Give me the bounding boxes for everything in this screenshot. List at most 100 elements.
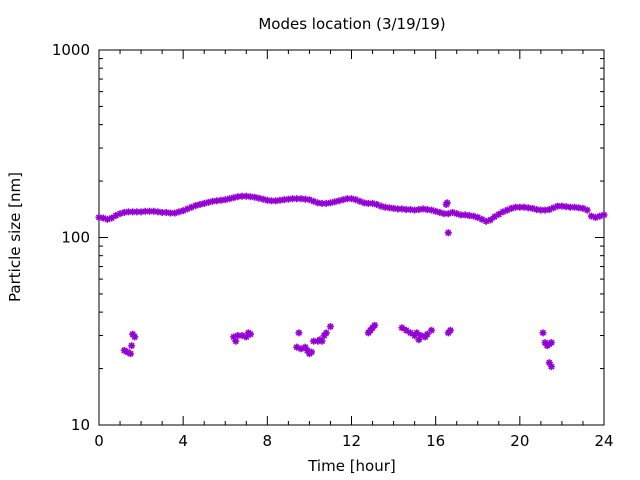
data-point-stroke	[209, 198, 216, 205]
data-point-stroke	[548, 339, 555, 346]
data-point-stroke	[232, 338, 239, 345]
data-point-stroke	[417, 332, 425, 339]
data-point-stroke	[453, 210, 460, 217]
plot-frame	[98, 49, 605, 426]
x-tick-label: 0	[94, 432, 104, 450]
data-point-stroke	[124, 348, 131, 356]
data-point-stroke	[546, 359, 553, 366]
data-point	[446, 326, 454, 334]
data-point-stroke	[542, 339, 549, 346]
data-point	[251, 193, 259, 201]
x-tick-label: 24	[594, 432, 613, 450]
data-point	[539, 329, 547, 337]
data-point-stroke	[428, 207, 435, 214]
y-tick-label: 100	[61, 229, 90, 247]
data-point-stroke	[415, 206, 422, 213]
data-point	[131, 333, 139, 341]
data-point-stroke	[293, 344, 300, 351]
data-point-stroke	[584, 207, 591, 214]
data-point-stroke	[217, 197, 225, 204]
data-point-stroke	[403, 327, 410, 334]
data-point	[583, 206, 591, 214]
data-point-stroke	[373, 201, 380, 208]
data-point-stroke	[127, 350, 134, 357]
data-point-stroke	[302, 344, 309, 351]
data-point	[600, 211, 608, 219]
data-point	[371, 321, 379, 329]
data-point-stroke	[323, 200, 330, 207]
data-point-stroke	[447, 327, 454, 334]
data-point-stroke	[352, 196, 359, 203]
data-point	[232, 337, 240, 345]
data-point-stroke	[600, 211, 608, 218]
data-point-stroke	[251, 194, 258, 201]
x-axis-title: Time [hour]	[307, 457, 396, 475]
data-point-stroke	[369, 200, 376, 207]
data-point-stroke	[131, 333, 138, 340]
data-point	[406, 329, 414, 337]
data-point	[348, 195, 355, 203]
data-point-stroke	[371, 322, 378, 329]
data-point	[295, 329, 303, 337]
data-point-stroke	[542, 207, 549, 214]
data-point	[128, 342, 136, 350]
data-point	[326, 323, 334, 331]
data-point	[127, 350, 135, 358]
data-point-stroke	[491, 213, 498, 220]
data-point-stroke	[108, 214, 115, 222]
y-tick-label: 10	[71, 416, 90, 434]
data-point-stroke	[356, 198, 363, 205]
data-point-stroke	[478, 216, 486, 223]
data-point-stroke	[348, 195, 355, 202]
data-point-stroke	[428, 327, 435, 334]
data-point-stroke	[310, 198, 317, 205]
data-point	[547, 339, 555, 347]
data-point-stroke	[213, 197, 220, 204]
data-point	[308, 348, 316, 356]
data-point-stroke	[306, 196, 313, 203]
data-point-stroke	[407, 329, 414, 336]
data-point-stroke	[449, 209, 456, 216]
data-point-stroke	[529, 205, 536, 212]
data-point-stroke	[100, 214, 107, 222]
x-tick-label: 4	[178, 432, 188, 450]
data-point-stroke	[281, 196, 288, 203]
data-point-stroke	[247, 331, 254, 338]
data-point-stroke	[121, 347, 128, 354]
data-point	[427, 326, 435, 334]
data-point-stroke	[304, 347, 311, 354]
data-point-stroke	[323, 329, 330, 336]
data-point	[444, 210, 452, 218]
data-point	[318, 337, 326, 345]
data-point-stroke	[411, 207, 418, 214]
data-point-stroke	[579, 205, 587, 212]
x-tick-label: 16	[426, 432, 445, 450]
data-point	[108, 214, 116, 222]
data-point	[297, 345, 305, 353]
data-point-stroke	[398, 324, 406, 331]
data-point-stroke	[548, 363, 555, 370]
data-point-stroke	[588, 213, 595, 220]
data-point-stroke	[474, 214, 481, 221]
data-point-stroke	[239, 332, 246, 339]
data-point-stroke	[318, 338, 326, 345]
data-point-stroke	[260, 196, 267, 203]
data-point-stroke	[413, 329, 420, 336]
data-point	[335, 197, 343, 205]
data-point-stroke	[128, 342, 135, 349]
data-point	[322, 329, 330, 337]
data-point-stroke	[539, 329, 547, 336]
data-point-stroke	[295, 329, 302, 336]
data-point-stroke	[327, 323, 334, 330]
data-points	[95, 192, 608, 371]
y-axis-title: Particle size [nm]	[6, 172, 24, 302]
data-point-stroke	[470, 213, 477, 220]
data-point-stroke	[444, 199, 451, 206]
chart-title: Modes location (3/19/19)	[258, 15, 445, 33]
data-point	[443, 199, 451, 207]
x-tick-label: 8	[263, 432, 273, 450]
x-tick-label: 12	[342, 432, 361, 450]
data-point-stroke	[436, 209, 443, 216]
data-point-stroke	[445, 229, 452, 236]
